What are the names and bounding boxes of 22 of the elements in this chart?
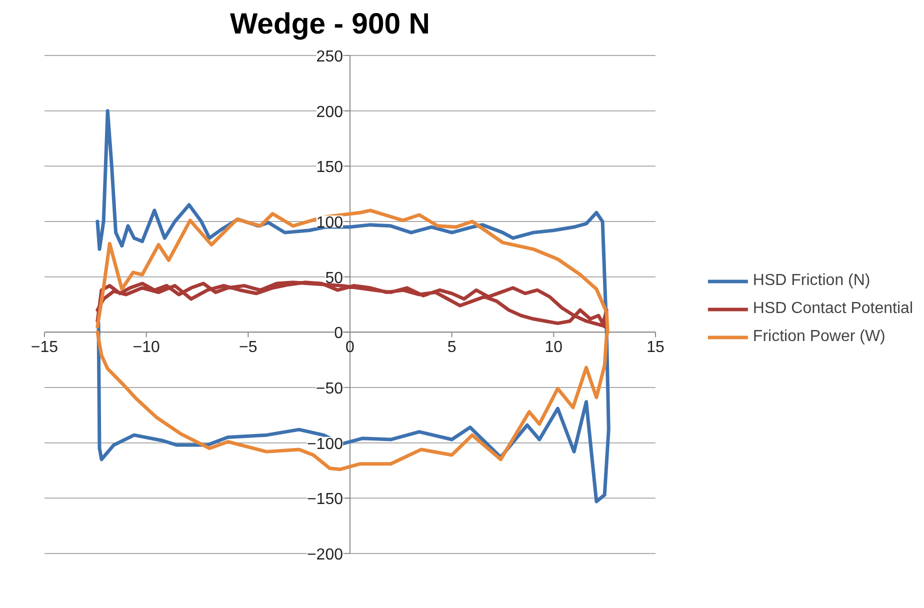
y-tick-label: −50 — [316, 380, 344, 398]
x-tick-label: −10 — [132, 339, 160, 356]
x-tick-label: 5 — [447, 339, 456, 356]
x-tick-label: 15 — [646, 339, 664, 356]
legend-label: HSD Friction (N) — [752, 272, 870, 290]
x-tick-label: −5 — [239, 339, 258, 356]
y-tick-label: −200 — [306, 546, 344, 564]
y-tick-label: −150 — [306, 491, 344, 508]
x-tick-label: −15 — [30, 339, 58, 356]
y-tick-label: 0 — [334, 325, 344, 342]
legend-label: Friction Power (W) — [752, 328, 886, 346]
y-tick-label: 200 — [316, 104, 344, 121]
y-tick-label: 150 — [316, 159, 344, 176]
line-series — [96, 208, 610, 472]
y-tick-label: −100 — [306, 436, 344, 453]
x-tick-label: 10 — [544, 339, 563, 356]
y-tick-label: 50 — [325, 270, 344, 287]
x-tick-label: 0 — [346, 339, 355, 356]
legend-label: HSD Contact Potential — [752, 300, 913, 318]
y-tick-label: 100 — [316, 214, 344, 232]
y-tick-label: 250 — [316, 48, 344, 66]
chart-title: Wedge - 900 N — [230, 8, 430, 40]
